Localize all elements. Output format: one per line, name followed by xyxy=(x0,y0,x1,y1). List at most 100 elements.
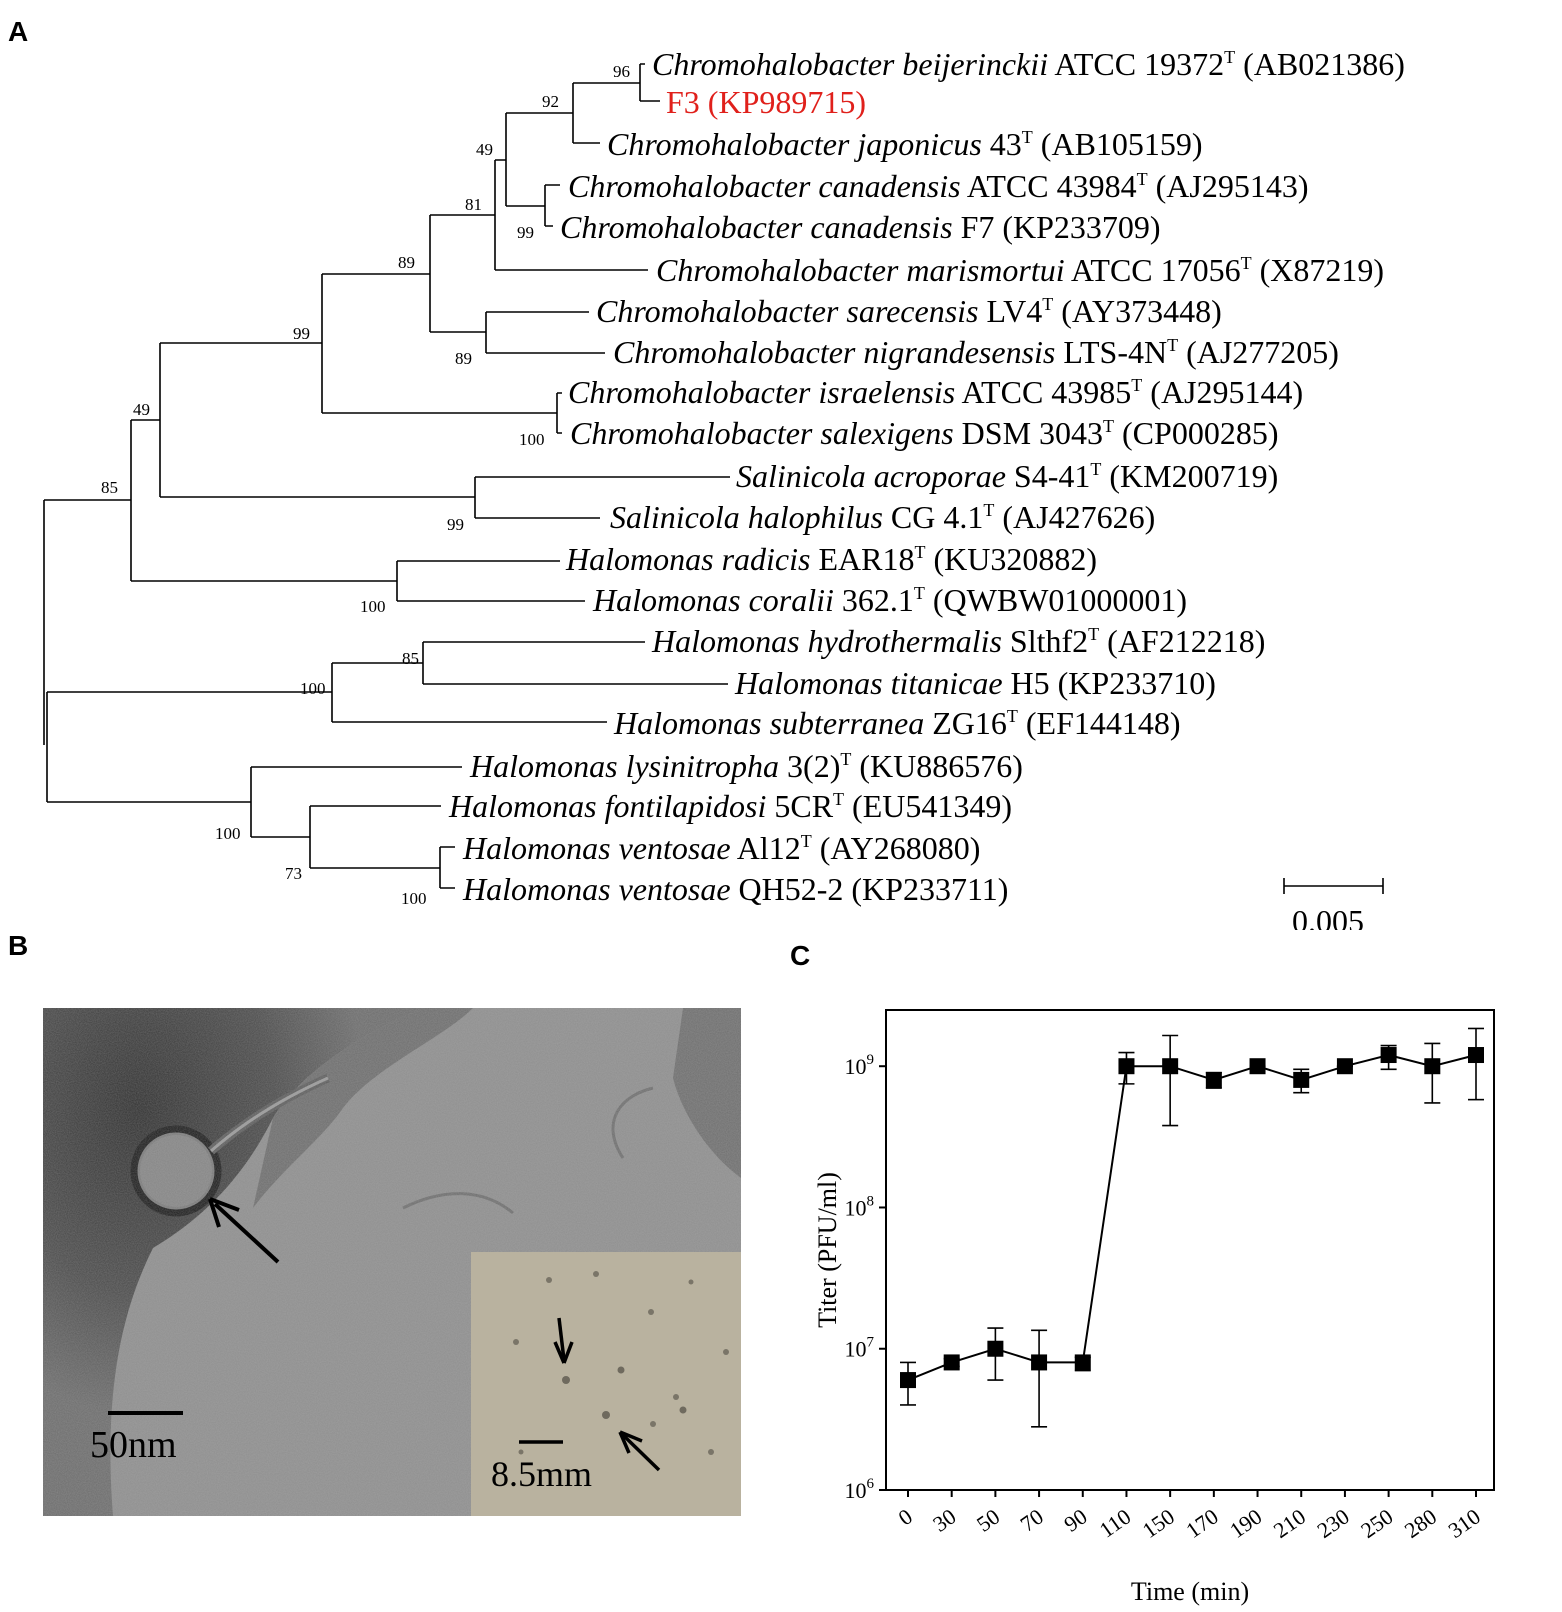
x-tick-label: 30 xyxy=(928,1504,960,1537)
leaf-accession: (AJ277205) xyxy=(1178,334,1339,370)
data-point xyxy=(943,1354,960,1371)
x-tick-label: 280 xyxy=(1400,1504,1441,1543)
leaf-species: Chromohalobacter marismortui xyxy=(656,252,1065,288)
leaf-species: Chromohalobacter canadensis xyxy=(560,209,953,245)
leaf-strain: 43 xyxy=(982,126,1022,162)
bootstrap-value: 49 xyxy=(476,140,493,159)
leaf-strain: ZG16 xyxy=(924,705,1007,741)
leaf-accession: (EF144148) xyxy=(1018,705,1181,741)
bootstrap-value: 96 xyxy=(613,62,630,81)
leaf-label: F3 (KP989715) xyxy=(666,84,866,120)
leaf-label: Halomonas radicis EAR18T (KU320882) xyxy=(565,541,1097,577)
leaf-accession: (QWBW01000001) xyxy=(925,582,1187,618)
type-strain-mark: T xyxy=(1090,459,1101,479)
bootstrap-value: 99 xyxy=(517,223,534,242)
scale-bar-label: 0.005 xyxy=(1292,903,1364,930)
bootstrap-value: 99 xyxy=(293,324,310,343)
panel-letter-c: C xyxy=(790,940,811,971)
x-tick-label: 170 xyxy=(1181,1504,1222,1543)
titer-series xyxy=(900,1027,1484,1428)
leaf-strain: ATCC 19372 xyxy=(1048,46,1224,82)
leaf-strain: ATCC 17056 xyxy=(1065,252,1241,288)
type-strain-mark: T xyxy=(1167,335,1178,355)
data-point xyxy=(900,1372,916,1389)
type-strain-mark: T xyxy=(833,789,844,809)
leaf-strain: F3 (KP989715) xyxy=(666,84,866,120)
data-point xyxy=(1118,1058,1135,1075)
leaf-accession: (AB105159) xyxy=(1033,126,1203,162)
plot-frame xyxy=(885,1009,1495,1491)
leaf-species: Halomonas fontilapidosi xyxy=(448,788,766,824)
leaf-species: Halomonas coralii xyxy=(592,582,834,618)
x-tick-label: 0 xyxy=(894,1504,917,1531)
data-point xyxy=(1336,1058,1353,1075)
leaf-strain: Al12 xyxy=(731,830,801,866)
type-strain-mark: T xyxy=(1131,375,1142,395)
leaf-species: Halomonas ventosae xyxy=(462,830,731,866)
leaf-label: Halomonas lysinitropha 3(2)T (KU886576) xyxy=(469,748,1023,784)
type-strain-mark: T xyxy=(914,583,925,603)
x-tick-label: 90 xyxy=(1059,1504,1091,1537)
type-strain-mark: T xyxy=(914,542,925,562)
bootstrap-value: 89 xyxy=(455,349,472,368)
x-tick-label: 70 xyxy=(1016,1504,1048,1537)
x-tick-label: 250 xyxy=(1356,1504,1397,1543)
leaf-species: Chromohalobacter sarecensis xyxy=(596,293,978,329)
data-point xyxy=(1031,1354,1048,1371)
leaf-strain: EAR18 xyxy=(810,541,914,577)
x-tick-label: 110 xyxy=(1095,1504,1136,1543)
type-strain-mark: T xyxy=(1088,624,1099,644)
data-point xyxy=(1293,1071,1310,1088)
bootstrap-value: 100 xyxy=(300,679,326,698)
tree-branches xyxy=(43,63,730,889)
leaf-accession: (KM200719) xyxy=(1101,458,1278,494)
bootstrap-value: 100 xyxy=(360,597,386,616)
x-tick-label: 230 xyxy=(1312,1504,1353,1543)
bootstrap-value: 89 xyxy=(398,253,415,272)
series-line xyxy=(907,1053,1477,1382)
y-tick-label: 108 xyxy=(845,1193,875,1220)
leaf-strain: 5CR xyxy=(766,788,833,824)
data-point xyxy=(1468,1047,1484,1064)
bootstrap-value: 49 xyxy=(133,400,150,419)
leaf-strain: LTS-4N xyxy=(1055,334,1167,370)
leaf-accession: (KU320882) xyxy=(925,541,1097,577)
arrow-icon xyxy=(618,1430,661,1472)
x-axis: 0 30 50 70 90 110 150 170 190 210 230 250 280 310 xyxy=(894,1490,1485,1543)
x-tick-label: 150 xyxy=(1138,1504,1179,1543)
bootstrap-value: 100 xyxy=(519,430,545,449)
leaf-strain: F7 (KP233709) xyxy=(953,209,1161,245)
leaf-strain: ATCC 43985 xyxy=(955,374,1131,410)
tree-leaf-labels: Chromohalobacter beijerinckii ATCC 19372… xyxy=(448,46,1405,907)
y-axis: 106 107 108 109 xyxy=(845,1052,886,1503)
bootstrap-value: 73 xyxy=(285,864,302,883)
leaf-strain: CG 4.1 xyxy=(883,499,983,535)
leaf-accession: (AY268080) xyxy=(812,830,981,866)
leaf-strain: 3(2) xyxy=(779,748,840,784)
scale-bar-50nm: 50nm xyxy=(90,1424,177,1466)
x-tick-label: 190 xyxy=(1225,1504,1266,1543)
y-tick-label: 107 xyxy=(845,1335,875,1362)
leaf-label: Halomonas hydrothermalis Slthf2T (AF2122… xyxy=(651,623,1265,659)
leaf-species: Chromohalobacter canadensis xyxy=(568,168,961,204)
leaf-label: Halomonas subterranea ZG16T (EF144148) xyxy=(613,705,1181,741)
data-point xyxy=(1424,1058,1441,1075)
leaf-label: Chromohalobacter israelensis ATCC 43985T… xyxy=(568,374,1303,410)
leaf-label: Salinicola halophilus CG 4.1T (AJ427626) xyxy=(610,499,1155,535)
leaf-accession: (AJ427626) xyxy=(994,499,1155,535)
type-strain-mark: T xyxy=(1224,47,1235,67)
leaf-species: Chromohalobacter nigrandesensis xyxy=(613,334,1055,370)
scale-bar-8-5mm: 8.5mm xyxy=(491,1454,592,1494)
leaf-species: Salinicola acroporae xyxy=(736,458,1006,494)
leaf-label: Salinicola acroporae S4-41T (KM200719) xyxy=(736,458,1278,494)
type-strain-mark: T xyxy=(840,749,851,769)
leaf-label: Halomonas ventosae QH52-2 (KP233711) xyxy=(462,871,1008,907)
panel-letter-a: A xyxy=(8,16,29,47)
data-point xyxy=(1249,1058,1266,1075)
bootstrap-value: 92 xyxy=(542,92,559,111)
type-strain-mark: T xyxy=(1022,127,1033,147)
x-axis-label: Time (min) xyxy=(1131,1577,1249,1606)
x-tick-label: 310 xyxy=(1443,1504,1484,1543)
bootstrap-value: 85 xyxy=(101,478,118,497)
titer-chart: 106 107 108 109 0 30 50 70 90 110 150 170 190 210 230… xyxy=(813,1009,1495,1606)
